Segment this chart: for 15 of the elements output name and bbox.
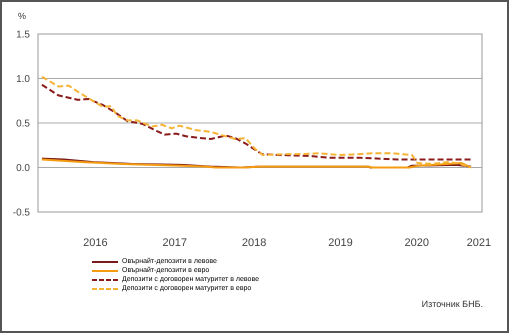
y-tick-label: -0.5 (12, 208, 30, 219)
x-tick-label: 2020 (404, 236, 430, 249)
y-tick-label: 0.5 (16, 118, 30, 130)
y-tick-label: 1.5 (16, 30, 30, 41)
x-tick-label: 2016 (83, 236, 108, 249)
x-tick-label: 2017 (162, 236, 187, 249)
x-tick-label: 2018 (242, 236, 266, 249)
text: Източник БНБ. (422, 299, 483, 309)
x-tick-label: 2019 (328, 236, 353, 249)
line-series (40, 76, 472, 168)
y-tick-label: 1.0 (16, 74, 30, 86)
y-tick-label: 0.0 (16, 163, 30, 174)
y-axis-title: % (18, 11, 26, 21)
line-series (40, 84, 472, 160)
x-tick-label: 2021 (466, 236, 492, 249)
